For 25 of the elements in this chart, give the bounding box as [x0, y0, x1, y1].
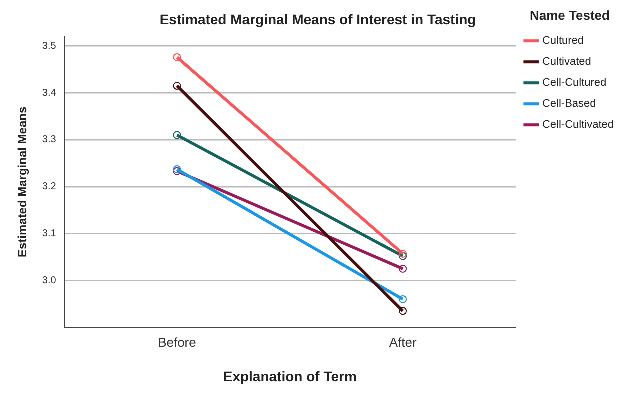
- point: [399, 252, 408, 260]
- point: [399, 295, 408, 304]
- point: [173, 131, 182, 140]
- point: [173, 82, 182, 90]
- chart-title: Estimated Marginal Means of Interest in Tasting: [160, 11, 476, 28]
- legend-label: Cultivated: [542, 56, 592, 68]
- point: [399, 307, 408, 316]
- point: [399, 250, 408, 258]
- y-tick-label: 3.3: [42, 134, 57, 146]
- point: [399, 264, 408, 273]
- legend-label: Cell-Based: [542, 98, 596, 110]
- x-tick-label: Before: [158, 334, 196, 350]
- legend-label: Cell-Cultured: [542, 77, 607, 90]
- y-tick-label: 3.5: [42, 40, 57, 52]
- y-tick-label: 3.0: [42, 275, 57, 286]
- y-tick-label: 3.2: [42, 182, 57, 193]
- y-tick-label: 3.4: [42, 88, 57, 99]
- legend-label: Cell-Cultivated: [542, 119, 614, 132]
- y-tick-label: 3.1: [42, 228, 57, 240]
- legend-title: Name Tested: [530, 8, 610, 24]
- x-axis-title: Explanation of Term: [223, 368, 357, 384]
- x-tick-label: After: [389, 334, 418, 350]
- legend-label: Cultured: [542, 35, 584, 48]
- point: [173, 53, 182, 62]
- y-axis-title: Estimated Marginal Means: [16, 106, 30, 258]
